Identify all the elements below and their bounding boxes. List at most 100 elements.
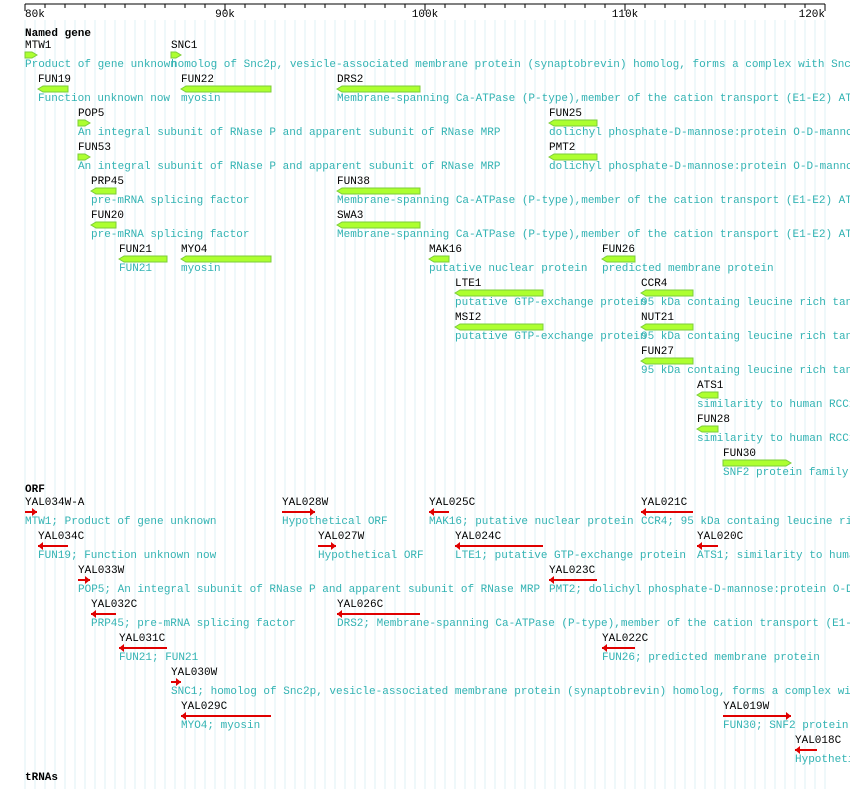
feature-glyph (429, 508, 449, 516)
feature-name: SNC1 (171, 40, 198, 52)
feature-desc: pre-mRNA splicing factor (91, 195, 249, 207)
arrow-head (429, 508, 434, 516)
feature-glyph (454, 289, 544, 297)
feature-name: FUN38 (337, 176, 370, 188)
arrow-head (32, 508, 37, 516)
feature-desc: 95 kDa containg leucine rich tande (641, 365, 850, 377)
arrow-head (337, 610, 342, 618)
ruler-label: 120k (799, 9, 826, 21)
feature-glyph (77, 119, 91, 127)
feature-name: FUN30 (723, 448, 756, 460)
feature-name: YAL025C (429, 497, 476, 509)
feature-glyph (38, 542, 68, 550)
feature-name: POP5 (78, 108, 104, 120)
arrow-head (549, 576, 554, 584)
arrow-head (310, 508, 315, 516)
feature-name: ATS1 (697, 380, 724, 392)
feature-desc: dolichyl phosphate-D-mannose:protein O-D… (549, 127, 850, 139)
feature-glyph (697, 542, 718, 550)
feature-name: LTE1 (455, 278, 482, 290)
feature-name: MSI2 (455, 312, 481, 324)
feature-name: YAL034C (38, 531, 85, 543)
feature-glyph (795, 746, 817, 754)
feature-glyph (180, 85, 272, 93)
feature-desc: putative nuclear protein (429, 263, 587, 275)
feature-name: YAL024C (455, 531, 502, 543)
feature-name: DRS2 (337, 74, 363, 86)
feature-glyph (696, 425, 719, 433)
feature-desc: FUN21 (119, 263, 152, 275)
feature-name: YAL030W (171, 667, 218, 679)
ruler-label: 90k (215, 9, 235, 21)
arrow-head (602, 644, 607, 652)
arrow-head (38, 542, 43, 550)
feature-glyph (722, 459, 792, 467)
feature-desc: FUN30; SNF2 protein fa (723, 720, 850, 732)
feature-desc: homolog of Snc2p, vesicle-associated mem… (171, 59, 850, 71)
arrow-head (119, 644, 124, 652)
feature-glyph (723, 712, 791, 720)
feature-desc: putative GTP-exchange protein (455, 331, 646, 343)
feature-name: YAL029C (181, 701, 228, 713)
feature-desc: similarity to human RCC1 p (697, 399, 850, 411)
arrow-head (786, 712, 791, 720)
feature-glyph (118, 255, 168, 263)
feature-desc: Membrane-spanning Ca-ATPase (P-type),mem… (337, 93, 850, 105)
feature-glyph (548, 153, 598, 161)
feature-desc: MAK16; putative nuclear protein (429, 516, 634, 528)
feature-glyph (428, 255, 450, 263)
ruler-label: 110k (612, 9, 639, 21)
feature-glyph (641, 508, 693, 516)
feature-glyph (602, 644, 635, 652)
arrow-head (331, 542, 336, 550)
feature-glyph (640, 289, 694, 297)
feature-name: MAK16 (429, 244, 462, 256)
feature-desc: MYO4; myosin (181, 720, 260, 732)
feature-glyph (37, 85, 69, 93)
track-title: Named gene (25, 28, 91, 40)
feature-desc: An integral subunit of RNase P and appar… (78, 161, 501, 173)
feature-name: FUN28 (697, 414, 730, 426)
feature-name: MYO4 (181, 244, 208, 256)
feature-glyph (181, 712, 271, 720)
feature-name: YAL018C (795, 735, 842, 747)
feature-glyph (336, 187, 421, 195)
feature-name: YAL019W (723, 701, 770, 713)
feature-glyph (549, 576, 597, 584)
feature-desc: SNC1; homolog of Snc2p, vesicle-associat… (171, 686, 850, 698)
feature-name: PRP45 (91, 176, 124, 188)
feature-name: FUN26 (602, 244, 635, 256)
feature-glyph (336, 221, 421, 229)
feature-glyph (282, 508, 315, 516)
feature-name: YAL031C (119, 633, 166, 645)
feature-desc: putative GTP-exchange protein (455, 297, 646, 309)
feature-name: YAL021C (641, 497, 688, 509)
feature-name: FUN27 (641, 346, 674, 358)
feature-name: FUN25 (549, 108, 582, 120)
feature-name: YAL033W (78, 565, 125, 577)
feature-name: SWA3 (337, 210, 363, 222)
feature-name: YAL034W-A (25, 497, 85, 509)
feature-name: YAL032C (91, 599, 138, 611)
feature-glyph (90, 187, 117, 195)
feature-glyph (336, 85, 421, 93)
feature-desc: POP5; An integral subunit of RNase P and… (78, 584, 540, 596)
feature-glyph (640, 323, 694, 331)
feature-desc: LTE1; putative GTP-exchange protein (455, 550, 686, 562)
feature-name: FUN19 (38, 74, 71, 86)
feature-name: YAL022C (602, 633, 649, 645)
feature-name: YAL020C (697, 531, 744, 543)
arrow-head (85, 576, 90, 584)
feature-desc: Membrane-spanning Ca-ATPase (P-type),mem… (337, 195, 850, 207)
feature-glyph (318, 542, 336, 550)
feature-desc: 95 kDa containg leucine rich tande (641, 297, 850, 309)
feature-name: PMT2 (549, 142, 575, 154)
feature-desc: myosin (181, 263, 221, 275)
feature-glyph (119, 644, 167, 652)
feature-desc: FUN21; FUN21 (119, 652, 199, 664)
track-title: ORF (25, 484, 45, 496)
feature-glyph (601, 255, 636, 263)
arrow-head (176, 678, 181, 686)
feature-glyph (91, 610, 116, 618)
